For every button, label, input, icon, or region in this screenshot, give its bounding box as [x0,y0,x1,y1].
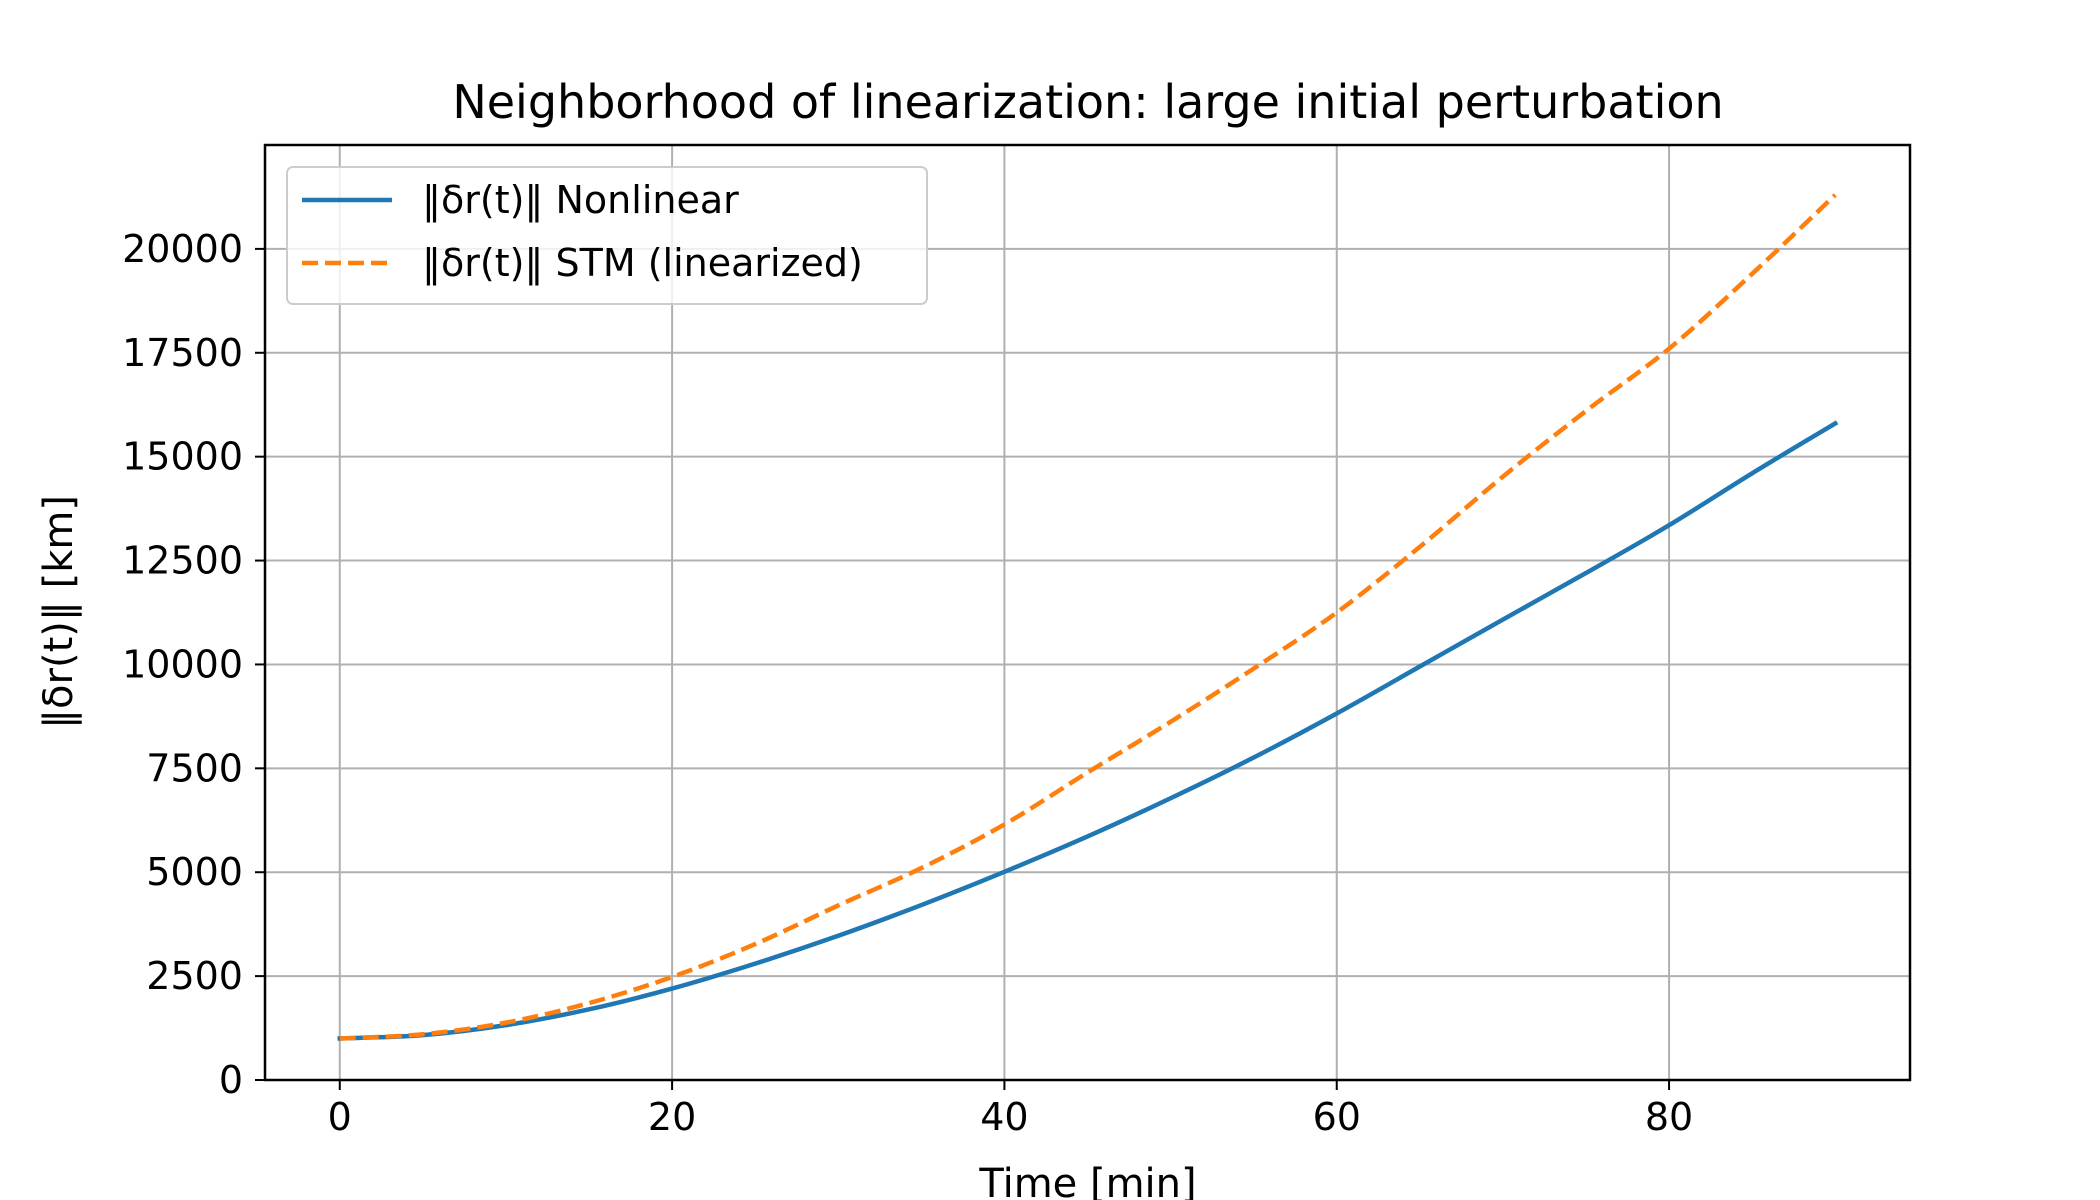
x-tick-label: 40 [980,1095,1028,1139]
y-axis-label: ‖δr(t)‖ [km] [36,495,82,729]
x-tick-label: 60 [1313,1095,1361,1139]
legend-box [286,166,928,305]
y-tick-label: 2500 [146,954,243,998]
legend-label-stm: ‖δr(t)‖ STM (linearized) [422,241,863,286]
x-axis-label: Time [min] [978,1161,1196,1200]
series-line-nonlinear [337,420,1839,1041]
y-tick-label: 10000 [122,642,243,686]
legend-label-nonlinear: ‖δr(t)‖ Nonlinear [422,178,739,223]
y-tick-label: 15000 [122,435,243,479]
y-tick-label: 5000 [146,850,243,894]
series-line-stm [339,193,1837,1041]
chart-title: Neighborhood of linearization: large ini… [452,75,1723,129]
y-tick-label: 7500 [146,746,243,790]
axis-ticks: 0 20 40 60 80 0 2500 5000 7500 10000 12500 15000 175… [122,227,1693,1139]
x-tick-label: 80 [1645,1095,1693,1139]
plot-frame [263,143,1912,1082]
legend: ‖δr(t)‖ Nonlinear ‖δr(t)‖ STM (linearize… [286,166,928,305]
y-tick-label: 12500 [122,539,243,583]
x-tick-label: 0 [328,1095,352,1139]
x-tick-label: 20 [648,1095,696,1139]
y-tick-label: 0 [219,1058,243,1102]
y-tick-label: 20000 [122,227,243,271]
grid [265,145,1910,1081]
plot-series [337,193,1839,1041]
y-tick-label: 17500 [122,331,243,375]
